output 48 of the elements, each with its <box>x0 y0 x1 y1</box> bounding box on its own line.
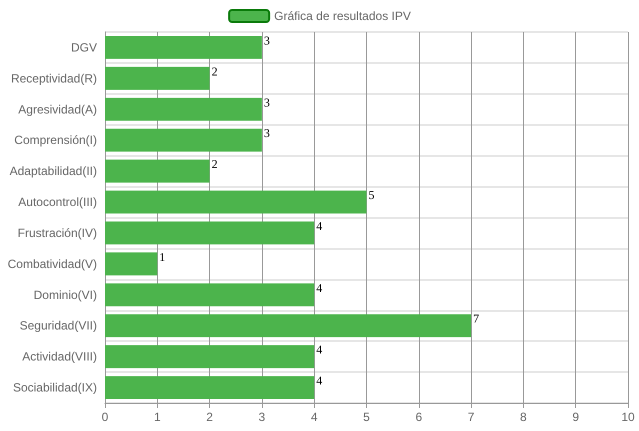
data-label: 3 <box>264 126 270 140</box>
data-label: 7 <box>473 312 480 326</box>
data-label: 3 <box>264 95 270 110</box>
x-tick-label: 2 <box>206 410 214 424</box>
y-tick-label: Agresividad(A) <box>18 102 97 116</box>
y-tick-label: Dominio(VI) <box>34 288 97 302</box>
y-tick-label: Combatividad(V) <box>8 256 97 271</box>
data-label: 4 <box>316 218 322 233</box>
x-tick-label: 8 <box>520 410 528 424</box>
data-label: 4 <box>316 280 322 295</box>
bar <box>105 98 262 121</box>
bar <box>105 222 314 244</box>
x-tick-label: 7 <box>468 410 475 424</box>
y-tick-label: Receptividad(R) <box>10 71 97 86</box>
bar <box>105 283 314 306</box>
data-label: 2 <box>212 157 218 172</box>
data-label: 3 <box>264 33 270 48</box>
bar <box>105 376 314 399</box>
bar <box>105 314 472 338</box>
bar <box>105 252 158 276</box>
x-tick-label: 5 <box>363 410 370 424</box>
data-label: 1 <box>159 250 166 264</box>
x-tick-label: 1 <box>154 410 161 424</box>
x-tick-label: 4 <box>310 410 318 424</box>
x-tick-label: 6 <box>415 410 422 424</box>
bar <box>105 160 210 183</box>
y-tick-label: Seguridad(VII) <box>20 318 97 333</box>
bar <box>105 190 366 214</box>
y-tick-label: Comprensión(I) <box>14 133 97 148</box>
data-label: 4 <box>316 374 322 388</box>
x-tick-label: 9 <box>572 410 580 424</box>
data-label: 5 <box>368 188 374 202</box>
data-label: 4 <box>316 342 322 357</box>
y-tick-label: DGV <box>70 40 97 54</box>
x-tick-label: 3 <box>258 410 266 424</box>
bar <box>105 128 262 152</box>
bar <box>105 66 210 90</box>
y-tick-label: Autocontrol(III) <box>18 195 97 210</box>
y-tick-label: Frustración(IV) <box>18 226 97 240</box>
bar <box>105 36 262 59</box>
y-tick-label: Actividad(VIII) <box>22 350 97 364</box>
x-tick-label: 0 <box>102 410 109 424</box>
y-tick-label: Sociabilidad(IX) <box>12 380 97 395</box>
y-tick-label: Adaptabilidad(II) <box>10 164 97 178</box>
legend-label: Gráfica de resultados IPV <box>274 9 411 23</box>
x-tick-label: 10 <box>621 410 635 424</box>
data-label: 2 <box>212 64 218 78</box>
bar <box>105 345 314 368</box>
